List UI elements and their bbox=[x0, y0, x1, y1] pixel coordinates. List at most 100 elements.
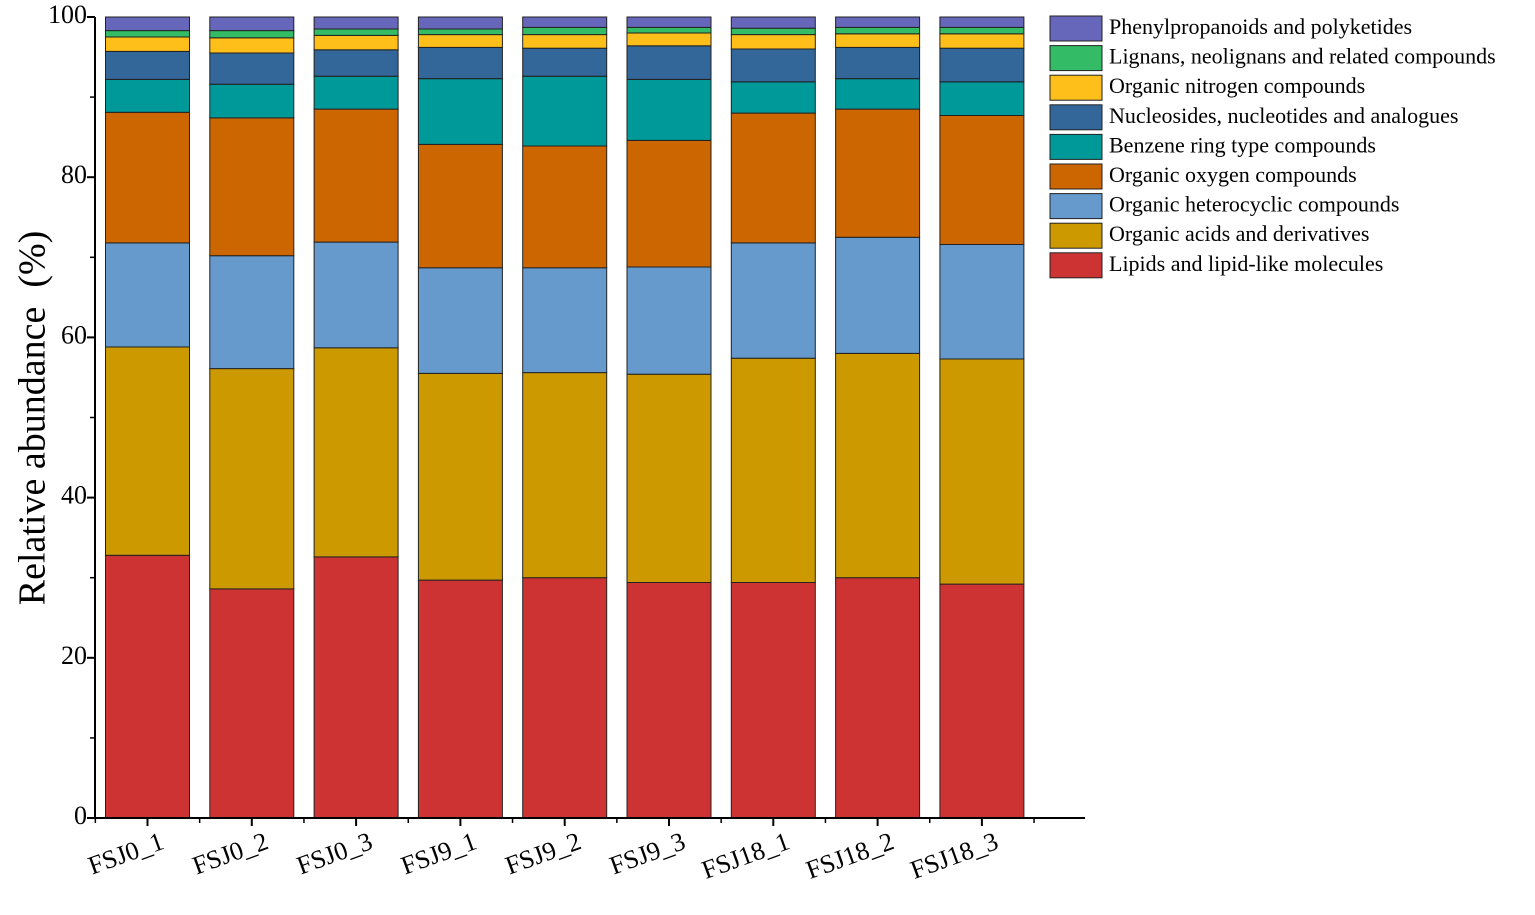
x-tick-label: FSJ18_3 bbox=[906, 826, 1001, 884]
bar-segment-FSJ9_1-8 bbox=[417, 16, 503, 30]
y-tick-label: 20 bbox=[61, 641, 87, 670]
x-tick-label: FSJ0_1 bbox=[84, 826, 167, 880]
legend-swatch bbox=[1049, 252, 1103, 279]
bar-segment-FSJ18_1-8 bbox=[730, 16, 816, 29]
legend-label: Nucleosides, nucleotides and analogues bbox=[1109, 103, 1458, 128]
bar-segment-FSJ9_1-4 bbox=[417, 78, 503, 145]
x-tick-label: FSJ18_1 bbox=[698, 826, 793, 884]
bar-segment-FSJ0_1-8 bbox=[105, 16, 190, 32]
bar-segment-FSJ0_2-6 bbox=[209, 37, 295, 54]
bar-segment-FSJ18_3-3 bbox=[939, 115, 1025, 245]
x-tick-label: FSJ0_2 bbox=[189, 826, 272, 880]
bar-segment-FSJ0_1-6 bbox=[105, 36, 190, 52]
bar-segment-FSJ9_3-3 bbox=[626, 139, 712, 268]
y-ticks: 0 20 40 60 80 100 bbox=[48, 0, 95, 830]
bar-segment-FSJ18_1-1 bbox=[730, 357, 816, 584]
bar-segment-FSJ0_2-7 bbox=[209, 30, 295, 39]
bar-segment-FSJ18_2-5 bbox=[835, 46, 921, 80]
bar-segment-FSJ9_1-7 bbox=[417, 28, 503, 36]
legend-swatch bbox=[1049, 222, 1103, 249]
bar-segment-FSJ0_3-2 bbox=[313, 241, 399, 349]
legend-label: Organic oxygen compounds bbox=[1109, 162, 1357, 187]
legend-swatch bbox=[1049, 104, 1103, 131]
bar-segment-FSJ18_3-7 bbox=[939, 26, 1025, 35]
bar-segment-FSJ9_3-7 bbox=[626, 26, 712, 34]
legend-label: Lignans, neolignans and related compound… bbox=[1109, 44, 1496, 69]
legend-label: Benzene ring type compounds bbox=[1109, 132, 1376, 157]
bar-segment-FSJ18_3-6 bbox=[939, 33, 1025, 49]
bar-segment-FSJ18_2-1 bbox=[835, 352, 921, 579]
x-tick-label: FSJ9_1 bbox=[397, 826, 480, 880]
legend-label: Organic heterocyclic compounds bbox=[1109, 192, 1399, 217]
bar-segment-FSJ9_2-0 bbox=[522, 577, 608, 819]
bar-segment-FSJ0_1-0 bbox=[105, 554, 190, 819]
bar-segment-FSJ0_1-5 bbox=[105, 50, 190, 80]
legend: Phenylpropanoids and polyketides Lignans,… bbox=[1049, 14, 1496, 279]
bar-segment-FSJ0_2-0 bbox=[209, 588, 295, 819]
bar-segment-FSJ18_3-1 bbox=[939, 358, 1025, 585]
bar-segment-FSJ18_1-0 bbox=[730, 582, 816, 819]
legend-swatch bbox=[1049, 15, 1103, 42]
bar-segment-FSJ18_3-2 bbox=[939, 244, 1025, 360]
bar-segment-FSJ0_1-2 bbox=[105, 242, 190, 348]
y-tick-label: 80 bbox=[61, 160, 87, 189]
legend-swatch bbox=[1049, 45, 1103, 72]
bar-segment-FSJ0_2-8 bbox=[209, 16, 295, 32]
x-tick-label: FSJ18_2 bbox=[802, 826, 897, 884]
bar-segment-FSJ9_2-2 bbox=[522, 267, 608, 374]
bar-segment-FSJ18_2-0 bbox=[835, 577, 921, 819]
legend-swatch bbox=[1049, 193, 1103, 220]
x-tick-label: FSJ0_3 bbox=[293, 826, 376, 880]
legend-label: Organic acids and derivatives bbox=[1109, 221, 1369, 246]
bar-segment-FSJ9_2-7 bbox=[522, 26, 608, 36]
bar-segment-FSJ18_2-8 bbox=[835, 16, 921, 28]
bar-segment-FSJ9_3-4 bbox=[626, 79, 712, 141]
bar-segment-FSJ18_2-4 bbox=[835, 78, 921, 110]
bar-segment-FSJ0_2-3 bbox=[209, 117, 295, 257]
bar-segment-FSJ18_1-3 bbox=[730, 112, 816, 244]
bar-segment-FSJ18_3-5 bbox=[939, 47, 1025, 83]
bar-segment-FSJ9_1-0 bbox=[417, 579, 503, 819]
bar-segment-FSJ18_1-4 bbox=[730, 81, 816, 114]
bar-segment-FSJ0_2-4 bbox=[209, 83, 295, 119]
x-tick-label: FSJ9_2 bbox=[501, 826, 584, 880]
bar-segment-FSJ9_2-1 bbox=[522, 372, 608, 579]
legend-label: Organic nitrogen compounds bbox=[1109, 73, 1365, 98]
bar-segment-FSJ18_2-2 bbox=[835, 236, 921, 354]
bar-segment-FSJ9_2-3 bbox=[522, 145, 608, 269]
bar-segment-FSJ9_1-6 bbox=[417, 34, 503, 48]
bar-segment-FSJ9_1-2 bbox=[417, 267, 503, 374]
bar-segment-FSJ9_3-5 bbox=[626, 45, 712, 80]
bar-segment-FSJ18_2-3 bbox=[835, 108, 921, 238]
bar-segment-FSJ0_3-0 bbox=[313, 556, 399, 819]
bar-segment-FSJ18_3-4 bbox=[939, 81, 1025, 116]
bar-segment-FSJ18_1-2 bbox=[730, 242, 816, 359]
bar-segment-FSJ18_3-8 bbox=[939, 16, 1025, 28]
bar-segment-FSJ9_3-2 bbox=[626, 266, 712, 375]
bar-segment-FSJ18_2-7 bbox=[835, 26, 921, 35]
legend-swatch bbox=[1049, 133, 1103, 160]
bar-segment-FSJ9_1-3 bbox=[417, 143, 503, 269]
legend-swatch bbox=[1049, 163, 1103, 190]
bar-segment-FSJ9_2-6 bbox=[522, 34, 608, 49]
y-tick-label: 0 bbox=[74, 801, 87, 830]
bar-segment-FSJ18_2-6 bbox=[835, 33, 921, 48]
bar-segment-FSJ0_3-4 bbox=[313, 75, 399, 110]
y-tick-label: 40 bbox=[61, 481, 87, 510]
bar-segment-FSJ0_3-5 bbox=[313, 49, 399, 77]
bar-segment-FSJ0_1-4 bbox=[105, 79, 190, 113]
bar-segment-FSJ9_2-8 bbox=[522, 16, 608, 28]
bar-segment-FSJ18_1-7 bbox=[730, 27, 816, 36]
bar-segment-FSJ9_2-4 bbox=[522, 75, 608, 147]
bar-segment-FSJ0_2-5 bbox=[209, 52, 295, 85]
legend-swatch bbox=[1049, 74, 1103, 101]
bar-segment-FSJ0_3-7 bbox=[313, 28, 399, 36]
bar-segment-FSJ9_3-6 bbox=[626, 32, 712, 47]
bar-segment-FSJ0_3-8 bbox=[313, 16, 399, 30]
bar-segment-FSJ9_3-8 bbox=[626, 16, 712, 28]
bar-segment-FSJ0_1-3 bbox=[105, 111, 190, 244]
y-tick-label: 60 bbox=[61, 320, 87, 349]
bar-segment-FSJ9_1-5 bbox=[417, 46, 503, 80]
bar-segment-FSJ9_2-5 bbox=[522, 47, 608, 77]
